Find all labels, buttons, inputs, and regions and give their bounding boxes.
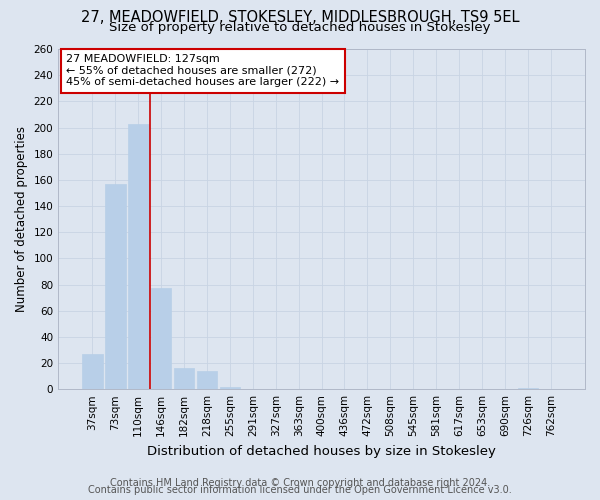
Bar	[151, 288, 172, 389]
Bar	[82, 354, 103, 389]
Y-axis label: Number of detached properties: Number of detached properties	[15, 126, 28, 312]
Bar	[518, 388, 538, 389]
Text: 27 MEADOWFIELD: 127sqm
← 55% of detached houses are smaller (272)
45% of semi-de: 27 MEADOWFIELD: 127sqm ← 55% of detached…	[66, 54, 339, 88]
Text: Contains HM Land Registry data © Crown copyright and database right 2024.: Contains HM Land Registry data © Crown c…	[110, 478, 490, 488]
Text: Size of property relative to detached houses in Stokesley: Size of property relative to detached ho…	[109, 22, 491, 35]
Bar	[197, 371, 217, 389]
X-axis label: Distribution of detached houses by size in Stokesley: Distribution of detached houses by size …	[147, 444, 496, 458]
Bar	[174, 368, 194, 389]
Text: Contains public sector information licensed under the Open Government Licence v3: Contains public sector information licen…	[88, 485, 512, 495]
Bar	[220, 386, 240, 389]
Text: 27, MEADOWFIELD, STOKESLEY, MIDDLESBROUGH, TS9 5EL: 27, MEADOWFIELD, STOKESLEY, MIDDLESBROUG…	[81, 10, 519, 25]
Bar	[128, 124, 149, 389]
Bar	[105, 184, 125, 389]
